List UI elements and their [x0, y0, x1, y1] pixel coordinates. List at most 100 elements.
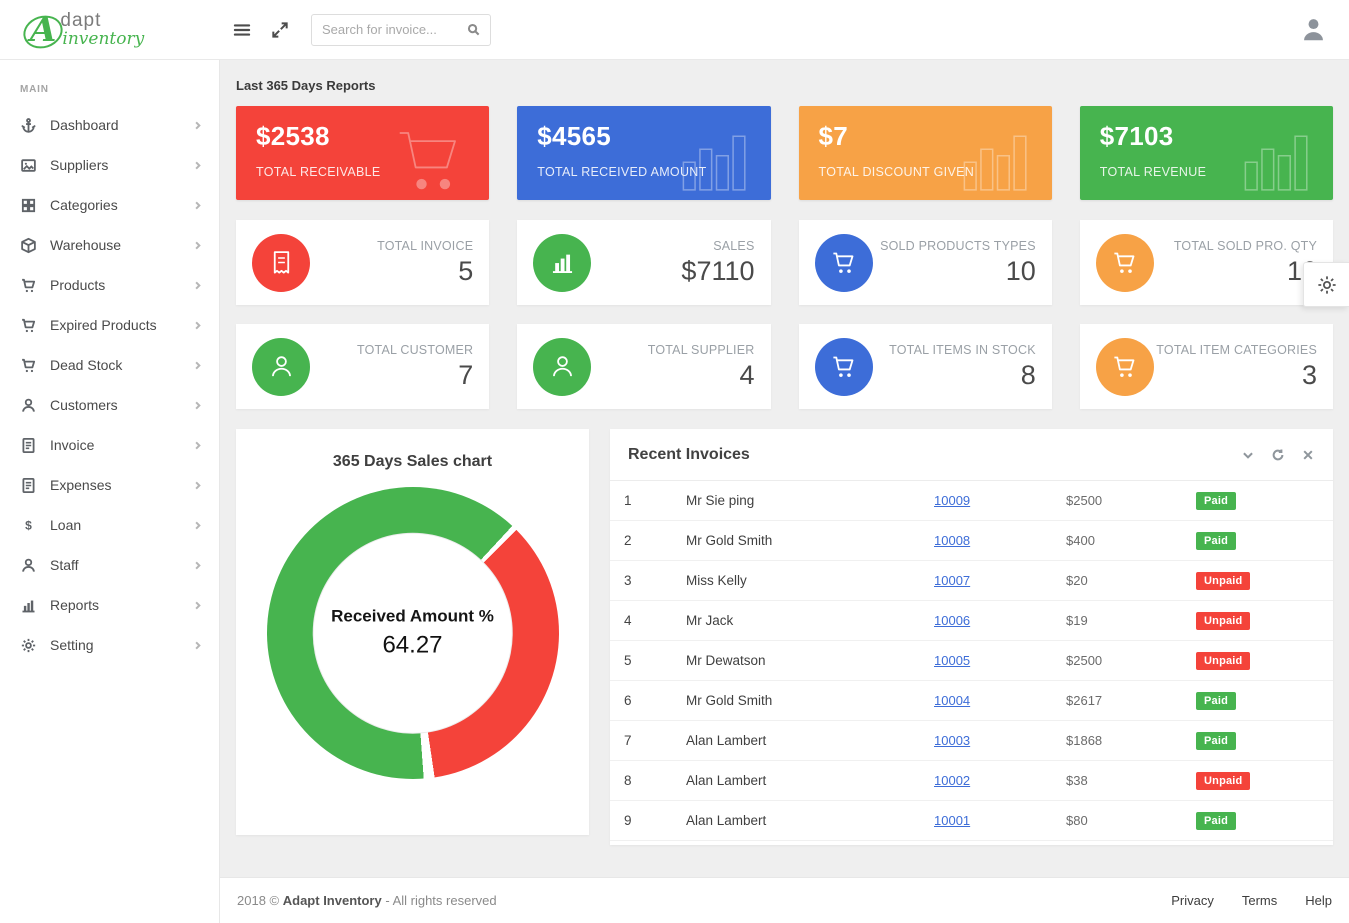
bars-icon: [665, 120, 757, 198]
invoice-amount: $1868: [1066, 733, 1103, 748]
sidebar-item-label: Staff: [50, 557, 79, 573]
sidebar-item-dashboard[interactable]: Dashboard: [0, 105, 219, 145]
summary-card-label: TOTAL RECEIVABLE: [256, 165, 381, 179]
sidebar-item-suppliers[interactable]: Suppliers: [0, 145, 219, 185]
sidebar-item-customers[interactable]: Customers: [0, 385, 219, 425]
summary-card-total-receivable: $2538 TOTAL RECEIVABLE: [236, 106, 490, 200]
sidebar-item-dead-stock[interactable]: Dead Stock: [0, 345, 219, 385]
footer-links: Privacy Terms Help: [1171, 893, 1332, 908]
recent-invoices-header: Recent Invoices: [610, 429, 1333, 481]
sidebar-item-warehouse[interactable]: Warehouse: [0, 225, 219, 265]
sidebar-section-label: MAIN: [20, 84, 49, 95]
stat-cards: TOTAL INVOICE 5 SALES $7110: [236, 220, 1333, 409]
status-badge: Paid: [1196, 531, 1237, 550]
status-badge: Unpaid: [1196, 771, 1251, 790]
donut-center-value: 64.27: [382, 631, 443, 659]
invoice-link[interactable]: 10004: [934, 693, 971, 708]
invoice-row: 8 Alan Lambert 10002 $38 Unpaid: [610, 761, 1333, 801]
sidebar-item-loan[interactable]: Loan: [0, 505, 219, 545]
invoice-row-number: 2: [624, 533, 632, 548]
stat-icon-circle: [814, 337, 873, 396]
status-badge: Paid: [1196, 731, 1237, 750]
cart-icon: [20, 357, 37, 374]
donut-wrap: Received Amount % 64.27: [266, 487, 559, 779]
search-box: [311, 13, 491, 46]
menu-icon: [232, 20, 252, 40]
stat-card-total-sold-pro-qty: TOTAL SOLD PRO. QTY 16: [1079, 220, 1333, 305]
invoice-customer-name: Alan Lambert: [686, 813, 767, 828]
sidebar-item-label: Customers: [50, 397, 118, 413]
fullscreen-button[interactable]: [270, 20, 290, 40]
sidebar-item-staff[interactable]: Staff: [0, 545, 219, 585]
invoice-link[interactable]: 10009: [934, 493, 971, 508]
stat-card-value: 10: [1005, 255, 1036, 286]
footer: 2018 © Adapt Inventory - All rights rese…: [220, 877, 1349, 923]
invoice-link[interactable]: 10006: [934, 613, 971, 628]
stat-card-text: TOTAL SUPPLIER 4: [591, 342, 755, 391]
stat-card-text: SALES $7110: [591, 239, 754, 287]
sidebar-item-reports[interactable]: Reports: [0, 585, 219, 625]
stat-card-label: TOTAL SUPPLIER: [647, 342, 755, 357]
invoice-customer-name: Mr Jack: [686, 613, 734, 628]
sidebar-item-setting[interactable]: Setting: [0, 625, 219, 665]
summary-card-value: $4565: [537, 121, 612, 151]
invoice-link[interactable]: 10007: [934, 573, 971, 588]
anchor-icon: [20, 117, 37, 134]
summary-card-value: $7103: [1099, 121, 1174, 151]
user-icon: [1300, 16, 1327, 43]
cart-icon: [1111, 249, 1138, 276]
bars-icon: [1227, 120, 1319, 198]
invoices-action-refresh[interactable]: [1271, 448, 1285, 462]
summary-cards: $2538 TOTAL RECEIVABLE $4565 TOTAL RECEI…: [236, 106, 1333, 200]
invoice-customer-name: Alan Lambert: [686, 733, 767, 748]
chevron-right-icon: [192, 160, 203, 171]
sidebar-item-invoice[interactable]: Invoice: [0, 425, 219, 465]
user-menu-button[interactable]: [1300, 16, 1327, 43]
invoice-amount: $80: [1066, 813, 1088, 828]
bars-icon: [946, 120, 1038, 198]
sidebar-item-expired-products[interactable]: Expired Products: [0, 305, 219, 345]
search-input[interactable]: [312, 22, 466, 37]
sidebar-item-label: Expired Products: [50, 317, 157, 333]
stat-icon-circle: [252, 233, 310, 292]
invoices-action-close[interactable]: [1301, 448, 1315, 462]
sales-chart-card: 365 Days Sales chart Received Amount % 6…: [236, 429, 589, 835]
invoice-amount: $2617: [1066, 693, 1103, 708]
copyright-rights: - All rights reserved: [385, 893, 497, 908]
invoice-customer-name: Alan Lambert: [686, 773, 767, 788]
invoice-row-number: 4: [624, 613, 632, 628]
invoice-link[interactable]: 10008: [934, 533, 971, 548]
recent-invoices-card: Recent Invoices: [610, 429, 1333, 845]
invoice-customer-name: Mr Gold Smith: [686, 693, 773, 708]
invoice-row: 1 Mr Sie ping 10009 $2500 Paid: [610, 481, 1333, 521]
status-badge: Unpaid: [1196, 571, 1251, 590]
footer-link-privacy[interactable]: Privacy: [1171, 893, 1214, 908]
sidebar-item-categories[interactable]: Categories: [0, 185, 219, 225]
invoice-link[interactable]: 10005: [934, 653, 971, 668]
invoices-action-chevron-down[interactable]: [1241, 448, 1255, 462]
chart-icon: [549, 249, 576, 276]
doc-icon: [20, 477, 37, 494]
sidebar-item-label: Warehouse: [50, 237, 122, 253]
invoice-link[interactable]: 10003: [934, 733, 971, 748]
status-badge: Unpaid: [1196, 651, 1251, 670]
invoice-link[interactable]: 10001: [934, 813, 971, 828]
summary-card-total-revenue: $7103 TOTAL REVENUE: [1079, 106, 1333, 200]
menu-toggle-button[interactable]: [232, 20, 252, 40]
chevron-right-icon: [192, 360, 203, 371]
invoice-amount: $19: [1066, 613, 1088, 628]
invoice-row-number: 1: [624, 493, 632, 508]
sidebar-item-expenses[interactable]: Expenses: [0, 465, 219, 505]
chevron-right-icon: [192, 200, 203, 211]
stat-card-value: $7110: [681, 255, 755, 286]
footer-link-terms[interactable]: Terms: [1241, 893, 1278, 908]
invoice-link[interactable]: 10002: [934, 773, 971, 788]
invoice-amount: $400: [1066, 533, 1095, 548]
stat-card-total-items-in-stock: TOTAL ITEMS IN STOCK 8: [798, 324, 1052, 409]
sidebar-item-products[interactable]: Products: [0, 265, 219, 305]
invoice-customer-name: Mr Dewatson: [686, 653, 766, 668]
sidebar-item-label: Products: [50, 277, 106, 293]
theme-settings-button[interactable]: [1303, 262, 1349, 307]
summary-card-total-discount-given: $7 TOTAL DISCOUNT GIVEN: [798, 106, 1052, 200]
footer-link-help[interactable]: Help: [1305, 893, 1332, 908]
